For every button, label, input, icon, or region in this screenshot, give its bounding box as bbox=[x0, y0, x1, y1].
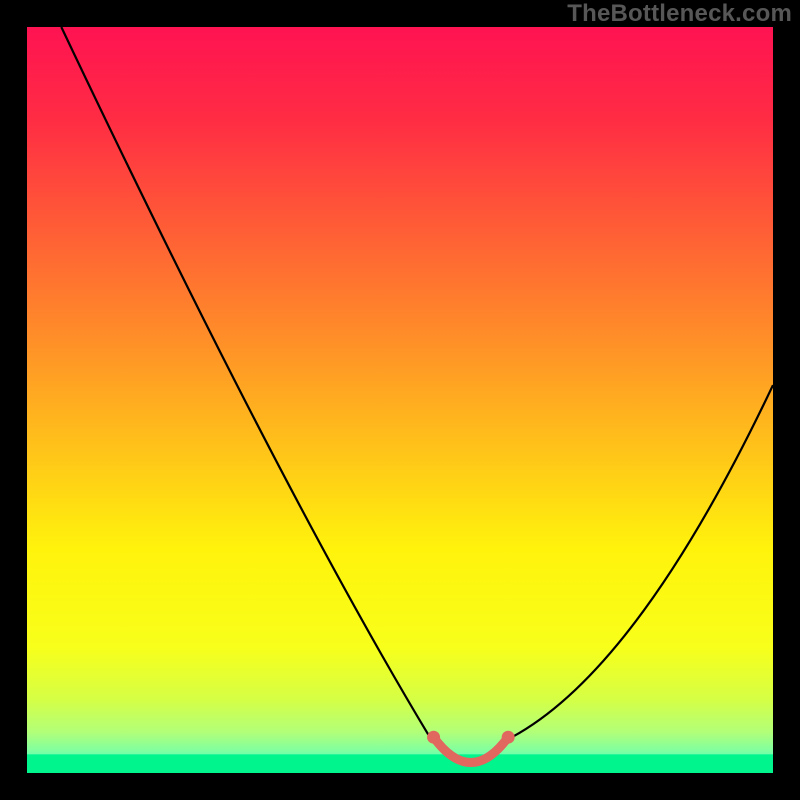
valley-marker-dot-left bbox=[427, 731, 440, 744]
bottleneck-chart bbox=[27, 27, 773, 773]
green-bar bbox=[27, 754, 773, 773]
valley-marker-dot-right bbox=[502, 731, 515, 744]
watermark-text: TheBottleneck.com bbox=[567, 0, 792, 28]
gradient-background bbox=[27, 27, 773, 773]
